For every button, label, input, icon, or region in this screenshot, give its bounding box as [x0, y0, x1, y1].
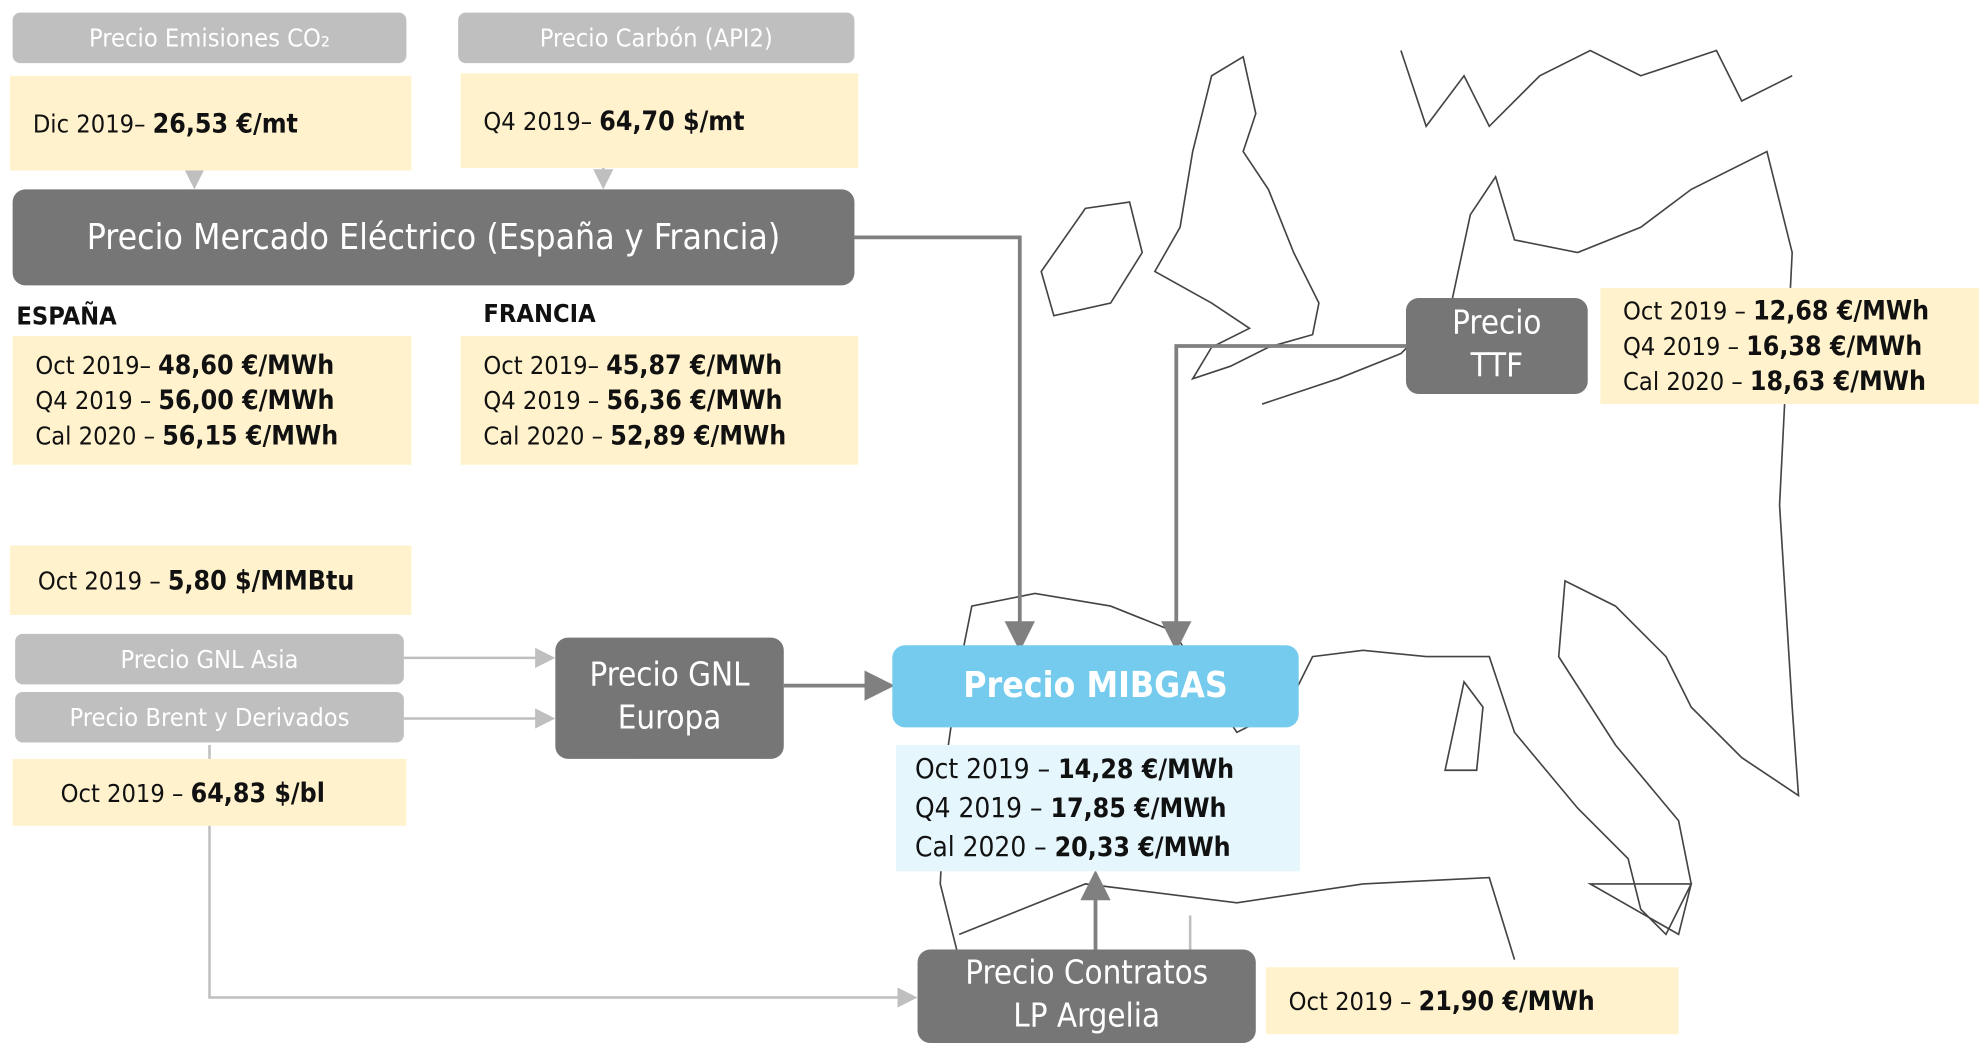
gnl-asia-label: Precio GNL Asia	[15, 633, 404, 685]
price: 16,38 €/MWh	[1746, 330, 1923, 362]
price-row: Oct 2019 – 5,80 $/MMBtu	[38, 563, 412, 598]
ttf-values: Oct 2019 – 12,68 €/MWh Q4 2019 – 16,38 €/…	[1600, 287, 1979, 405]
price-row: Oct 2019– 45,87 €/MWh	[483, 347, 858, 382]
price: 26,53 €/mt	[152, 107, 298, 139]
period: Oct 2019 –	[60, 777, 184, 808]
price: 5,80 $/MMBtu	[167, 565, 355, 596]
price-row: Oct 2019– 48,60 €/MWh	[35, 347, 411, 382]
period: Q4 2019 –	[483, 385, 600, 416]
price: 64,70 $/mt	[599, 105, 745, 136]
price: 14,28 €/MWh	[1058, 753, 1235, 784]
argelia-values: Oct 2019 – 21,90 €/MWh	[1265, 967, 1679, 1035]
co2-values: Dic 2019– 26,53 €/mt	[10, 75, 412, 171]
period: Oct 2019–	[483, 349, 599, 381]
price: 56,15 €/MWh	[162, 420, 339, 451]
period: Oct 2019–	[35, 349, 151, 381]
price-row: Cal 2020 – 52,89 €/MWh	[483, 418, 858, 453]
price: 52,89 €/MWh	[610, 420, 787, 451]
price: 21,90 €/MWh	[1418, 985, 1595, 1016]
gnl-europe-box: Precio GNL Europa	[555, 637, 784, 759]
period: Oct 2019 –	[37, 565, 161, 596]
period: Q4 2019 –	[915, 792, 1043, 824]
france-title: FRANCIA	[483, 297, 596, 329]
period: Dic 2019–	[32, 107, 146, 139]
price-row: Cal 2020 – 20,33 €/MWh	[915, 828, 1300, 867]
price-row: Cal 2020 – 56,15 €/MWh	[35, 418, 411, 453]
price: 56,36 €/MWh	[606, 385, 783, 416]
ttf-box: Precio TTF	[1405, 297, 1588, 394]
box-line: Precio GNL	[589, 656, 750, 695]
price: 12,68 €/MWh	[1753, 295, 1930, 326]
price: 45,87 €/MWh	[606, 349, 783, 381]
brent-values: Oct 2019 – 64,83 $/bl	[12, 758, 407, 826]
price-row: Q4 2019 – 16,38 €/MWh	[1623, 328, 1979, 363]
co2-label: Precio Emisiones CO₂	[12, 12, 407, 64]
price-row: Q4 2019 – 17,85 €/MWh	[915, 789, 1300, 828]
argelia-box: Precio Contratos LP Argelia	[917, 949, 1256, 1043]
spain-values: Oct 2019– 48,60 €/MWh Q4 2019 – 56,00 €/M…	[12, 335, 412, 465]
box-line: Precio	[1452, 304, 1542, 343]
period: Cal 2020 –	[35, 420, 155, 451]
price-row: Oct 2019 – 12,68 €/MWh	[1623, 293, 1979, 328]
price-row: Cal 2020 – 18,63 €/MWh	[1623, 364, 1979, 399]
price: 18,63 €/MWh	[1749, 366, 1926, 397]
coal-values: Q4 2019– 64,70 $/mt	[460, 73, 859, 168]
arrow	[1161, 344, 1406, 652]
period: Cal 2020 –	[915, 831, 1047, 864]
price-row: Dic 2019– 26,53 €/mt	[33, 105, 412, 140]
price: 56,00 €/MWh	[158, 385, 335, 416]
arrow	[208, 744, 918, 1008]
electric-box: Precio Mercado Eléctrico (España y Franc…	[12, 189, 855, 286]
period: Oct 2019 –	[1623, 295, 1746, 326]
price-row: Q4 2019– 64,70 $/mt	[483, 103, 858, 138]
price-row: Oct 2019 – 14,28 €/MWh	[915, 749, 1300, 788]
period: Q4 2019–	[483, 105, 593, 136]
price: 20,33 €/MWh	[1054, 831, 1231, 862]
period: Q4 2019 –	[1623, 330, 1739, 362]
spain-title: ESPAÑA	[16, 300, 117, 331]
price-row: Oct 2019 – 21,90 €/MWh	[1289, 983, 1679, 1018]
price: 64,83 $/bl	[190, 777, 325, 808]
coal-label: Precio Carbón (API2)	[458, 12, 855, 64]
asia-values: Oct 2019 – 5,80 $/MMBtu	[10, 545, 412, 615]
period: Oct 2019 –	[915, 753, 1051, 785]
period: Cal 2020 –	[483, 420, 604, 451]
price-row: Q4 2019 – 56,36 €/MWh	[483, 383, 858, 418]
brent-label: Precio Brent y Derivados	[15, 691, 404, 743]
france-values: Oct 2019– 45,87 €/MWh Q4 2019 – 56,36 €/M…	[460, 335, 859, 465]
arrow	[854, 235, 1035, 652]
period: Oct 2019 –	[1288, 985, 1412, 1016]
period: Cal 2020 –	[1623, 366, 1743, 397]
period: Q4 2019 –	[35, 385, 152, 416]
price: 48,60 €/MWh	[158, 349, 335, 381]
box-line: Precio Contratos	[965, 954, 1209, 993]
box-line: LP Argelia	[1013, 997, 1161, 1036]
price: 17,85 €/MWh	[1050, 792, 1227, 823]
price-row: Q4 2019 – 56,00 €/MWh	[35, 383, 411, 418]
mibgas-box: Precio MIBGAS	[892, 645, 1299, 728]
box-line: Europa	[617, 699, 722, 738]
box-line: TTF	[1470, 347, 1524, 386]
mibgas-values: Oct 2019 – 14,28 €/MWh Q4 2019 – 17,85 €/…	[896, 744, 1300, 872]
price-row: Oct 2019 – 64,83 $/bl	[61, 775, 407, 810]
